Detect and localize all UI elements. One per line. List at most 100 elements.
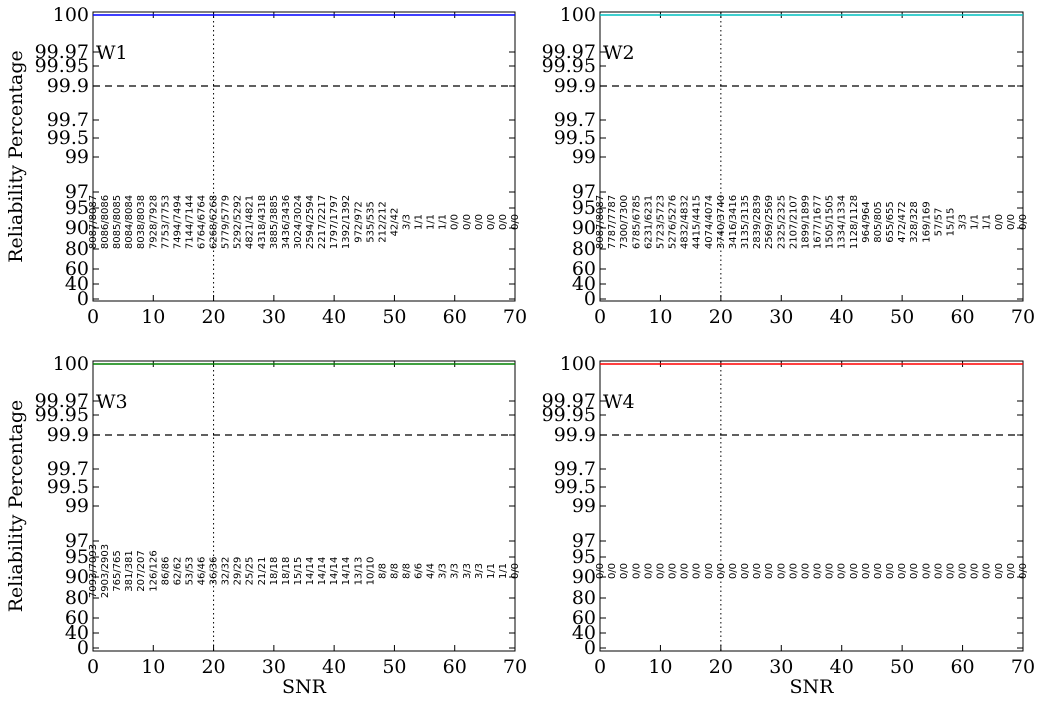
count-label: 4/4 — [426, 563, 437, 579]
count-label: 1/1 — [498, 563, 509, 579]
y-tick-label: 40 — [65, 273, 89, 295]
y-tick-label: 60 — [572, 258, 596, 280]
count-label: 0/0 — [619, 563, 630, 579]
y-tick-label: 100 — [560, 4, 596, 26]
y-tick-label: 95 — [572, 197, 596, 219]
count-label: 8/8 — [377, 563, 388, 579]
count-label: 42/42 — [389, 208, 400, 237]
count-label: 6785/6785 — [631, 195, 642, 249]
y-tick-label: 97 — [572, 181, 596, 203]
panel-label: W1 — [96, 42, 128, 64]
count-label: 8087/8087 — [88, 195, 99, 249]
y-axis-label: Reliability Percentage — [5, 50, 27, 263]
count-label: 53/53 — [184, 557, 195, 586]
y-tick-label: 99.9 — [47, 424, 89, 446]
x-tick-label: 50 — [890, 306, 914, 328]
x-axis-label: SNR — [790, 676, 835, 698]
count-label: 8/8 — [389, 563, 400, 579]
count-label: 18/18 — [269, 557, 280, 586]
count-label: 3885/3885 — [269, 195, 280, 249]
count-label: 62/62 — [172, 557, 183, 586]
count-label: 7787/7787 — [607, 195, 618, 249]
y-axis-label: Reliability Percentage — [5, 400, 27, 613]
count-label: 0/0 — [885, 563, 896, 579]
count-label: 8087/8087 — [595, 195, 606, 249]
axes-frame — [92, 360, 516, 652]
count-label: 3/3 — [438, 563, 449, 579]
count-label: 0/0 — [1018, 563, 1029, 579]
x-tick-label: 40 — [322, 656, 346, 678]
x-tick-label: 0 — [87, 656, 99, 678]
y-tick-label: 97 — [65, 181, 89, 203]
x-tick-label: 10 — [648, 306, 672, 328]
count-label: 2325/2325 — [776, 195, 787, 249]
count-label: 381/381 — [124, 550, 135, 592]
count-label: 1334/1334 — [837, 195, 848, 249]
count-label: 0/0 — [800, 563, 811, 579]
count-label: 1/1 — [970, 214, 981, 230]
count-label: 0/0 — [498, 214, 509, 230]
count-label: 207/207 — [136, 550, 147, 592]
count-label: 0/0 — [945, 563, 956, 579]
count-label: 13/13 — [353, 557, 364, 586]
count-label: 0/0 — [450, 214, 461, 230]
x-tick-label: 50 — [382, 656, 406, 678]
count-label: 8086/8086 — [100, 195, 111, 249]
count-label: 0/0 — [692, 563, 703, 579]
count-label: 972/972 — [353, 201, 364, 243]
count-label: 472/472 — [897, 201, 908, 243]
count-label: 7093/7093 — [88, 544, 99, 598]
y-tick-label: 99.9 — [47, 75, 89, 97]
x-tick-label: 0 — [594, 306, 606, 328]
y-tick-label: 100 — [560, 353, 596, 375]
y-tick-label: 99 — [572, 495, 596, 517]
count-label: 0/0 — [510, 563, 521, 579]
x-axis-label: SNR — [282, 676, 327, 698]
x-tick-label: 50 — [890, 656, 914, 678]
y-tick-label: 99.9 — [554, 75, 596, 97]
count-label: 212/212 — [377, 201, 388, 243]
panel-label: W2 — [603, 42, 635, 64]
count-label: 7928/7928 — [148, 195, 159, 249]
count-label: 0/0 — [486, 214, 497, 230]
y-tick-label: 99.9 — [554, 424, 596, 446]
count-label: 46/46 — [197, 557, 208, 586]
count-label: 2107/2107 — [788, 195, 799, 249]
count-label: 7300/7300 — [619, 195, 630, 249]
count-label: 0/0 — [873, 563, 884, 579]
count-label: 1/1 — [486, 563, 497, 579]
count-label: 57/57 — [933, 208, 944, 237]
y-tick-label: 99.95 — [35, 55, 89, 77]
count-label: 0/0 — [897, 563, 908, 579]
count-label: 0/0 — [958, 563, 969, 579]
y-tick-label: 99.7 — [47, 109, 89, 131]
y-tick-label: 80 — [572, 587, 596, 609]
axes-frame — [92, 11, 516, 302]
count-label: 5779/5779 — [221, 195, 232, 249]
count-label: 25/25 — [245, 557, 256, 586]
count-label: 2839/2839 — [752, 195, 763, 249]
count-label: 14/14 — [305, 557, 316, 586]
count-label: 0/0 — [728, 563, 739, 579]
y-tick-label: 99.95 — [542, 404, 596, 426]
count-label: 0/0 — [994, 563, 1005, 579]
count-label: 10/10 — [365, 557, 376, 586]
y-tick-label: 99.97 — [542, 41, 596, 63]
x-tick-label: 20 — [201, 656, 225, 678]
count-label: 1797/1797 — [329, 195, 340, 249]
y-tick-label: 99.97 — [35, 390, 89, 412]
x-tick-label: 10 — [141, 656, 165, 678]
y-tick-label: 99.5 — [47, 127, 89, 149]
panel-label: W4 — [603, 391, 635, 413]
count-label: 0/0 — [655, 563, 666, 579]
x-tick-label: 70 — [503, 656, 527, 678]
y-tick-label: 90 — [65, 566, 89, 588]
count-label: 0/0 — [849, 563, 860, 579]
count-label: 2594/2594 — [305, 195, 316, 249]
x-tick-label: 60 — [950, 656, 974, 678]
count-label: 0/0 — [813, 563, 824, 579]
count-label: 4074/4074 — [704, 195, 715, 249]
count-label: 5292/5292 — [233, 195, 244, 249]
count-label: 3/3 — [958, 214, 969, 230]
count-label: 8/8 — [401, 563, 412, 579]
